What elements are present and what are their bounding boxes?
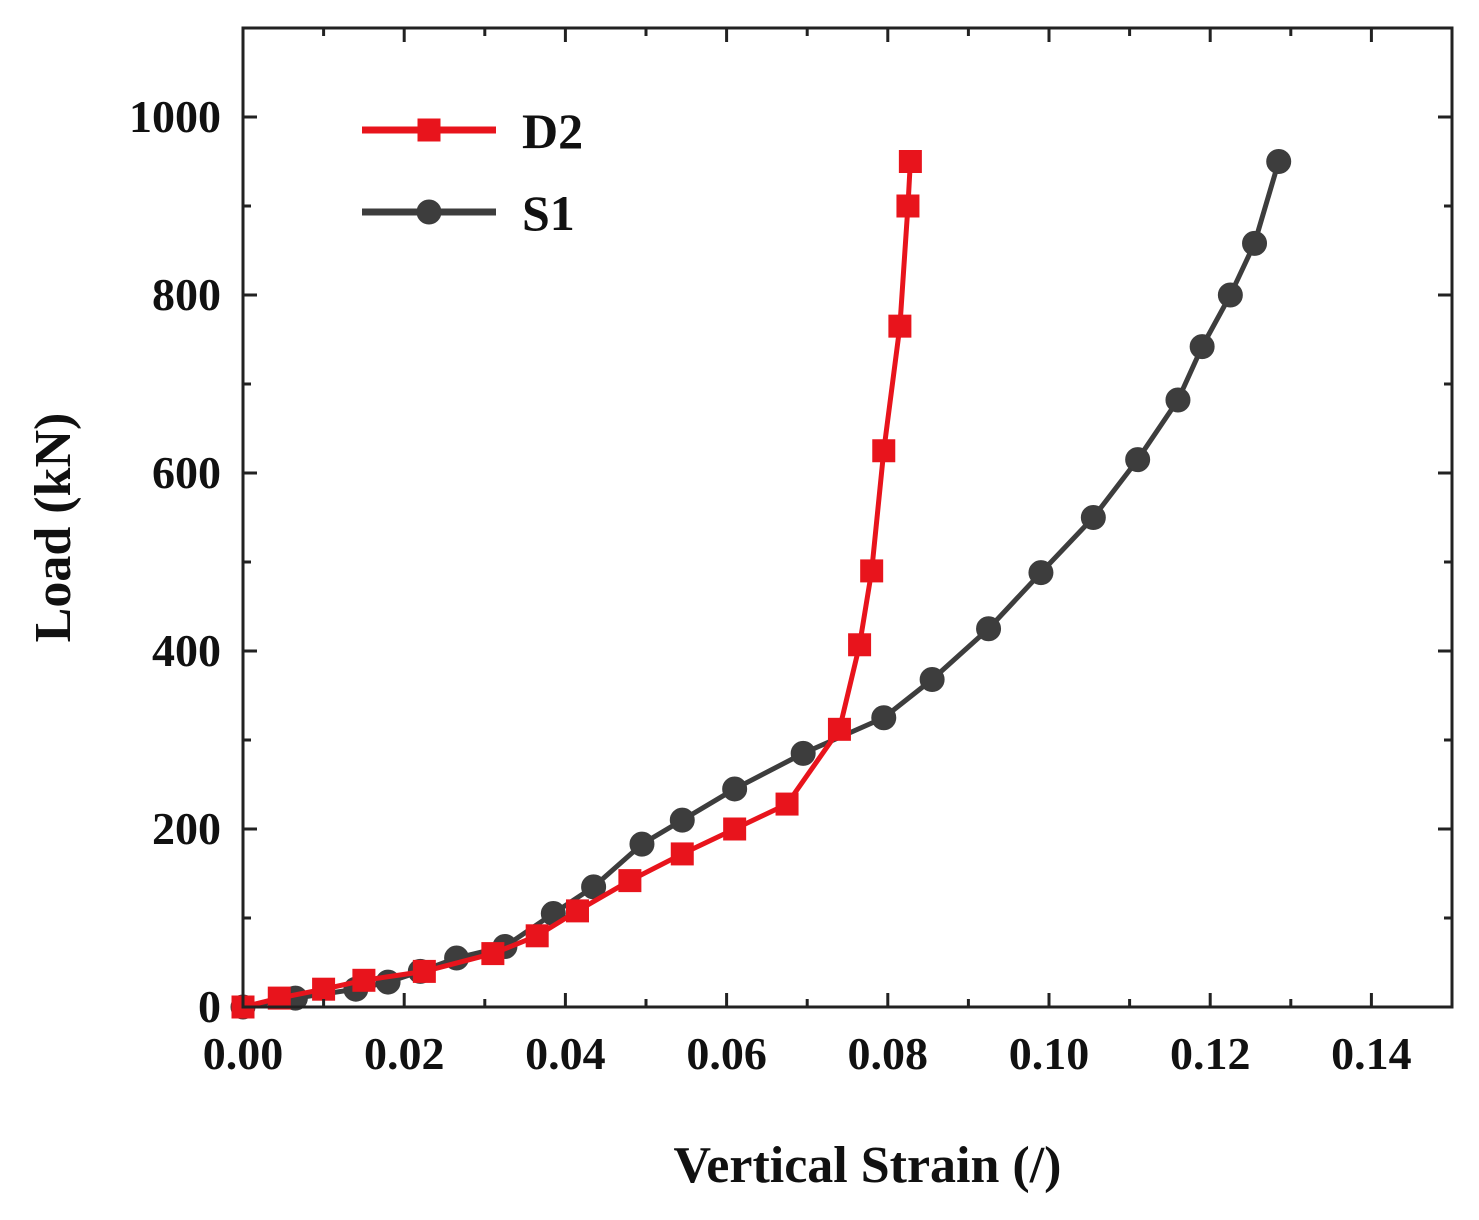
x-tick-label: 0.12 — [1170, 1028, 1251, 1079]
data-point-d2 — [618, 869, 642, 893]
data-point-s1 — [1242, 230, 1268, 256]
data-point-d2 — [481, 942, 505, 966]
x-tick-label: 0.04 — [525, 1028, 606, 1079]
y-tick-label: 400 — [152, 625, 221, 676]
axes: 0.00 0.02 0.04 0.06 0.08 0.10 0.12 0.14 0 200 400 6… — [25, 26, 1454, 1194]
x-tick-label: 0.00 — [203, 1028, 284, 1079]
series-line-s1 — [242, 160, 1282, 1010]
data-point-d2 — [888, 314, 912, 338]
plot-area — [230, 149, 1292, 1020]
legend-marker — [416, 199, 442, 225]
y-tick-label: 600 — [152, 447, 221, 498]
legend-label: S1 — [522, 185, 575, 241]
data-point-d2 — [312, 977, 336, 1001]
data-point-s1 — [919, 666, 945, 692]
y-tick-label: 0 — [198, 981, 221, 1032]
y-tick-label: 800 — [152, 269, 221, 320]
data-point-d2 — [670, 842, 694, 866]
series-d2 — [231, 150, 922, 1019]
y-axis-title: Load (kN) — [25, 413, 82, 643]
y-tick-label: 1000 — [129, 91, 221, 142]
data-point-s1 — [629, 831, 655, 857]
data-point-d2 — [860, 559, 884, 583]
data-point-s1 — [790, 740, 816, 766]
series-s1 — [230, 149, 1292, 1020]
x-tick-label: 0.08 — [848, 1028, 929, 1079]
data-point-d2 — [267, 986, 291, 1010]
data-point-d2 — [565, 899, 589, 923]
data-point-s1 — [722, 776, 748, 802]
data-point-d2 — [898, 150, 922, 173]
data-point-s1 — [669, 807, 695, 833]
legend-label: D2 — [522, 103, 583, 159]
data-point-s1 — [871, 705, 897, 731]
data-point-d2 — [525, 924, 549, 948]
data-point-s1 — [1165, 387, 1191, 413]
data-point-s1 — [1080, 505, 1106, 530]
data-point-s1 — [1189, 334, 1215, 360]
plot-frame — [241, 26, 1454, 1009]
data-point-s1 — [1217, 282, 1243, 308]
data-point-s1 — [1125, 447, 1151, 473]
data-point-d2 — [723, 817, 747, 841]
data-point-d2 — [412, 959, 436, 983]
legend-marker — [417, 118, 441, 142]
data-point-s1 — [1266, 149, 1292, 174]
data-point-d2 — [352, 968, 376, 992]
x-axis-title: Vertical Strain (/) — [674, 1137, 1062, 1194]
data-point-d2 — [896, 194, 920, 218]
legend-item-s1: S1 — [362, 185, 575, 241]
x-tick-label: 0.06 — [686, 1028, 767, 1079]
data-point-d2 — [775, 792, 799, 816]
x-tick-label: 0.10 — [1009, 1028, 1090, 1079]
y-tick-label: 200 — [152, 803, 221, 854]
x-tick-label: 0.02 — [364, 1028, 445, 1079]
data-point-d2 — [827, 717, 851, 741]
legend-item-d2: D2 — [362, 103, 583, 159]
x-tick-label: 0.14 — [1331, 1028, 1412, 1079]
data-point-d2 — [848, 633, 872, 657]
data-point-s1 — [1028, 560, 1054, 586]
data-point-s1 — [976, 616, 1002, 642]
data-point-d2 — [872, 439, 896, 463]
series-line-d2 — [242, 161, 913, 1010]
